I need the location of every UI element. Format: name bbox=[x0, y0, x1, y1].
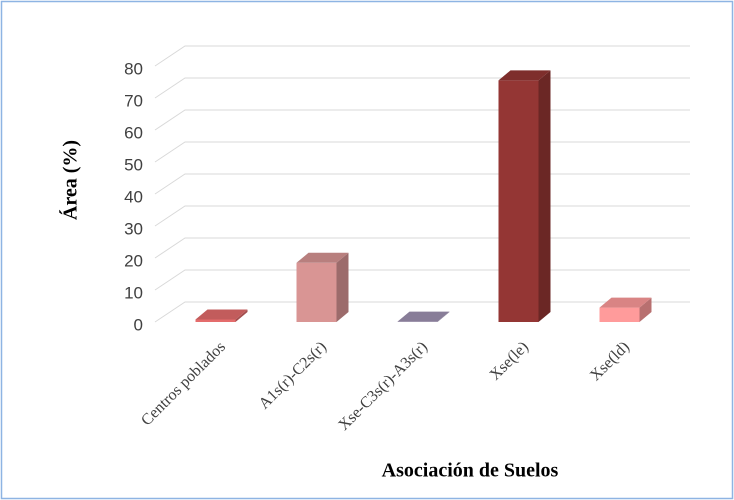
bar-side bbox=[437, 311, 450, 322]
y-tick-label: 10 bbox=[124, 283, 143, 302]
bar-side bbox=[639, 297, 652, 322]
bar-top bbox=[397, 311, 450, 322]
x-axis-title: Asociación de Suelos bbox=[382, 460, 559, 482]
y-axis-title: Área (%) bbox=[59, 140, 82, 220]
bar-front bbox=[498, 80, 539, 323]
y-tick-label: 0 bbox=[134, 315, 143, 334]
bar-side bbox=[538, 70, 551, 323]
y-tick-label: 30 bbox=[124, 219, 143, 238]
bar-top bbox=[498, 70, 551, 81]
y-tick-label: 40 bbox=[124, 187, 143, 206]
y-tick-label: 70 bbox=[124, 91, 143, 110]
bar-top bbox=[296, 252, 349, 263]
bar-front bbox=[195, 319, 236, 322]
bar-top bbox=[599, 297, 652, 308]
bar-side bbox=[235, 309, 248, 322]
bar-side bbox=[336, 252, 349, 322]
y-tick-label: 20 bbox=[124, 251, 143, 270]
y-tick-label: 50 bbox=[124, 155, 143, 174]
bar-front bbox=[599, 307, 640, 322]
bar-front bbox=[296, 262, 337, 322]
y-tick-label: 60 bbox=[124, 123, 143, 142]
y-tick-label: 80 bbox=[124, 59, 143, 78]
grid-line bbox=[154, 45, 690, 67]
bar-top bbox=[195, 309, 248, 320]
